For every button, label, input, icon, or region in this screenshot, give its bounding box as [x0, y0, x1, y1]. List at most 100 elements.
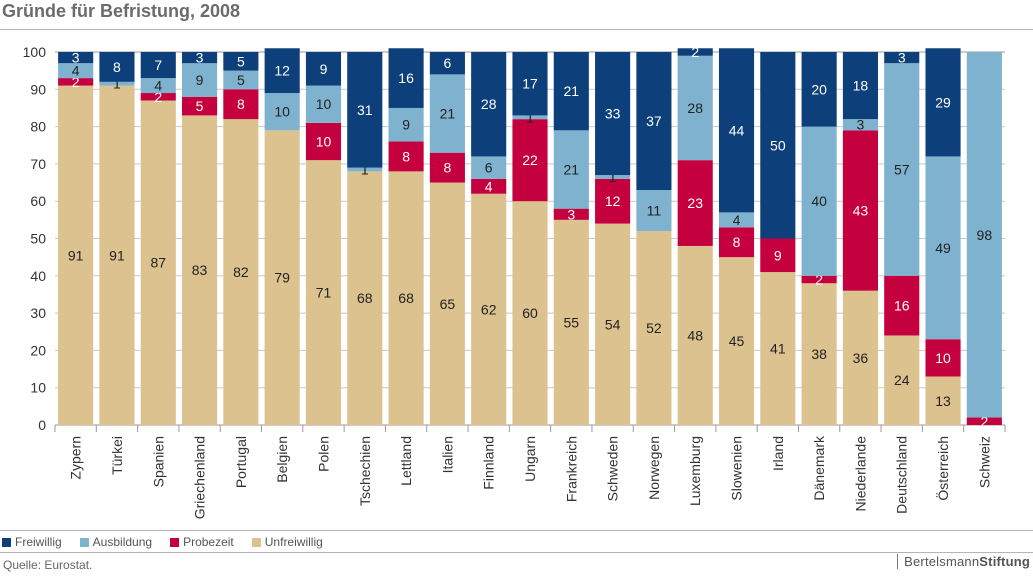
data-label: 21: [440, 106, 456, 122]
bar-segment-probezeit: [182, 96, 218, 116]
y-tick-label: 40: [30, 268, 46, 284]
data-label: 5: [237, 53, 245, 69]
bar-segment-freiwillig: [760, 52, 796, 239]
bar-segment-unfreiwillig: [140, 100, 176, 426]
data-label: 2: [72, 74, 80, 90]
bar-segment-ausbildung: [595, 175, 631, 179]
data-label: 8: [237, 96, 245, 112]
x-tick-label: Schweden: [605, 436, 621, 501]
bar-segment-unfreiwillig: [595, 223, 631, 425]
legend-item-freiwillig: Freiwillig: [2, 535, 62, 549]
data-label: 10: [316, 96, 332, 112]
data-label: 11: [647, 203, 662, 219]
top-divider: [0, 29, 1033, 30]
bar-segment-unfreiwillig: [801, 283, 837, 425]
bar-segment-unfreiwillig: [305, 160, 342, 426]
data-label: 62: [481, 301, 497, 317]
bar-segment-ausbildung: [305, 85, 342, 123]
data-label: 16: [894, 298, 910, 314]
data-label: 9: [320, 61, 328, 77]
x-tick-label: Frankreich: [563, 436, 579, 502]
x-tick-label: Deutschland: [894, 436, 910, 514]
bar-segment-unfreiwillig: [264, 130, 300, 425]
bar-segment-freiwillig: [471, 52, 507, 157]
bar-segment-ausbildung: [677, 55, 713, 161]
bar-segment-ausbildung: [264, 93, 300, 131]
legend-label: Unfreiwillig: [264, 535, 323, 549]
data-label: 44: [729, 122, 745, 138]
legend-swatch: [2, 537, 11, 547]
data-label: 4: [733, 212, 741, 228]
bar-segment-ausbildung: [58, 63, 94, 79]
bar-segment-ausbildung: [182, 63, 218, 97]
data-label: 2: [154, 89, 162, 105]
chart-legend: Freiwillig Ausbildung Probezeit Unfreiwilli…: [2, 535, 323, 549]
bar-segment-freiwillig: [99, 52, 135, 82]
x-tick-label: Finnland: [481, 436, 497, 490]
bar-segment-probezeit: [58, 78, 94, 86]
bar-segment-freiwillig: [264, 48, 300, 94]
x-tick-label: Zypern: [68, 436, 84, 480]
x-tick-label: Irland: [770, 436, 786, 471]
data-label: 4: [154, 78, 162, 94]
data-label: 5: [237, 72, 245, 88]
x-tick-label: Schweiz: [976, 436, 992, 488]
y-tick-label: 0: [38, 417, 46, 433]
bar-segment-ausbildung: [429, 74, 465, 153]
bar-segment-ausbildung: [801, 126, 837, 276]
data-label: 4: [485, 178, 493, 194]
data-label: 68: [357, 290, 373, 306]
data-label: 1: [526, 109, 534, 125]
bar-segment-probezeit: [966, 417, 1002, 425]
y-tick-label: 60: [30, 193, 46, 209]
x-tick-label: Türkei: [109, 436, 125, 475]
bar-segment-probezeit: [223, 89, 259, 120]
bar-segment-freiwillig: [305, 52, 342, 86]
y-tick-label: 70: [30, 156, 46, 172]
x-tick-label: Slowenien: [729, 436, 745, 501]
bar-segment-freiwillig: [223, 52, 259, 71]
data-label: 3: [196, 50, 204, 66]
bar-segment-unfreiwillig: [471, 193, 507, 425]
data-label: 43: [853, 203, 869, 219]
bar-segment-unfreiwillig: [677, 245, 713, 425]
logo-part-1: Bertelsmann: [904, 554, 980, 569]
x-tick-label: Niederlande: [852, 436, 868, 512]
bar-segment-probezeit: [925, 339, 961, 377]
data-label: 21: [564, 83, 580, 99]
data-label: 9: [774, 247, 782, 263]
data-label: 12: [605, 193, 621, 209]
data-label: 10: [935, 350, 951, 366]
data-label: 33: [605, 106, 621, 122]
data-label: 40: [811, 193, 827, 209]
bar-segment-freiwillig: [884, 52, 920, 64]
legend-divider: [0, 530, 1033, 531]
data-label: 1: [361, 161, 369, 177]
bar-segment-probezeit: [471, 178, 507, 194]
data-label: 6: [443, 55, 451, 71]
data-label: 7: [154, 57, 162, 73]
bar-segment-unfreiwillig: [760, 272, 796, 425]
data-label: 24: [894, 372, 910, 388]
x-tick-label: Belgien: [274, 436, 290, 483]
bar-segment-unfreiwillig: [99, 85, 135, 425]
data-label: 31: [357, 102, 373, 118]
source-divider: [0, 552, 1033, 553]
data-label: 3: [567, 206, 575, 222]
bar-segment-ausbildung: [842, 119, 878, 131]
bar-segment-probezeit: [884, 275, 920, 336]
bar-segment-ausbildung: [388, 107, 424, 142]
bar-segment-probezeit: [677, 160, 713, 246]
data-label: 4: [72, 63, 80, 79]
legend-label: Freiwillig: [15, 535, 62, 549]
data-label: 41: [770, 341, 786, 357]
data-label: 52: [646, 320, 662, 336]
legend-item-probezeit: Probezeit: [170, 535, 234, 549]
stacked-bar-chart: 010203040506070809010091243Zypern9118Tür…: [23, 44, 1006, 519]
bar-segment-probezeit: [553, 208, 589, 220]
data-label: 16: [398, 70, 414, 86]
data-label: 55: [564, 314, 580, 330]
x-tick-label: Österreich: [934, 436, 951, 501]
data-label: 6: [485, 160, 493, 176]
data-label: 22: [522, 152, 538, 168]
